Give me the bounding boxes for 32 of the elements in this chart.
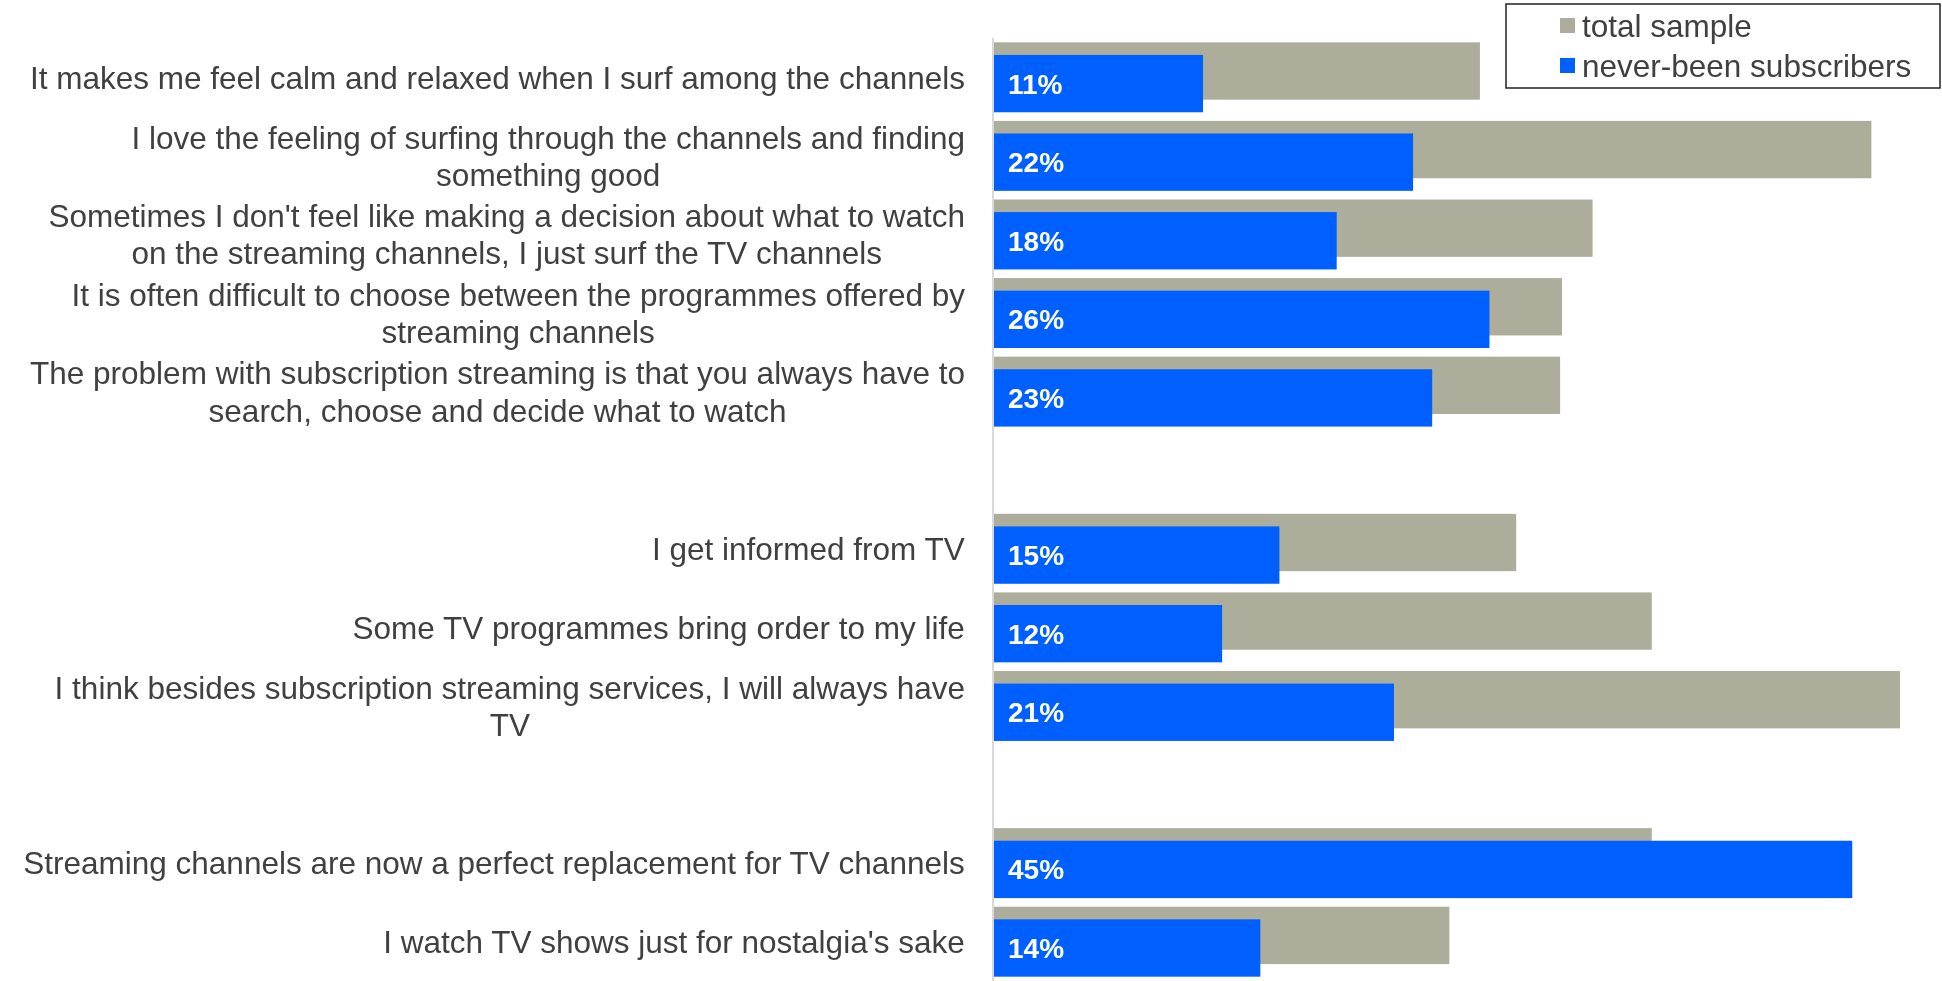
bar xyxy=(993,369,1433,427)
y-tick-label: I think besides subscription streaming services, I will always have TV xyxy=(54,669,966,743)
y-tick-label: It is often difficult to choose between the programmes offered by streaming channels xyxy=(71,276,966,350)
y-tick-label: Streaming channels are now a perfect replacement for TV channels xyxy=(23,845,965,882)
data-label: 45% xyxy=(1008,854,1065,886)
y-tick-label: I get informed from TV xyxy=(651,531,965,568)
bar xyxy=(993,604,1223,663)
bar xyxy=(993,212,1337,270)
bar xyxy=(993,526,1280,584)
data-label: 21% xyxy=(1008,697,1065,729)
y-tick-label: It makes me feel calm and relaxed when I surf among the channels xyxy=(30,59,966,96)
y-tick-label: The problem with subscription streaming is that you always have to search, choose and decide what to watch xyxy=(30,355,966,429)
data-label: 14% xyxy=(1008,933,1065,965)
data-label: 26% xyxy=(1008,304,1065,336)
data-label: 23% xyxy=(1008,383,1065,414)
y-tick-label: Sometimes I don't feel like making a decision about what to watch on the streaming channels, I just surf the TV channels xyxy=(48,198,965,272)
data-label: 15% xyxy=(1008,540,1065,572)
data-label: 22% xyxy=(1008,147,1065,179)
data-label: 12% xyxy=(1008,618,1065,650)
bar xyxy=(993,683,1394,741)
y-tick-label: I watch TV shows just for nostalgia's sake xyxy=(383,924,965,961)
y-tick-label: I love the feeling of surfing through the channels and finding something good xyxy=(131,119,966,193)
data-label: 11% xyxy=(1008,68,1063,100)
legend-label: total sample xyxy=(1582,8,1752,45)
bar xyxy=(993,133,1414,191)
bar xyxy=(993,840,1853,899)
bar xyxy=(993,54,1204,113)
bar xyxy=(993,290,1490,349)
legend-label: never-been subscribers xyxy=(1582,48,1912,85)
data-label: 18% xyxy=(1008,225,1065,257)
y-tick-label: Some TV programmes bring order to my life xyxy=(352,609,965,646)
bar xyxy=(993,919,1261,977)
